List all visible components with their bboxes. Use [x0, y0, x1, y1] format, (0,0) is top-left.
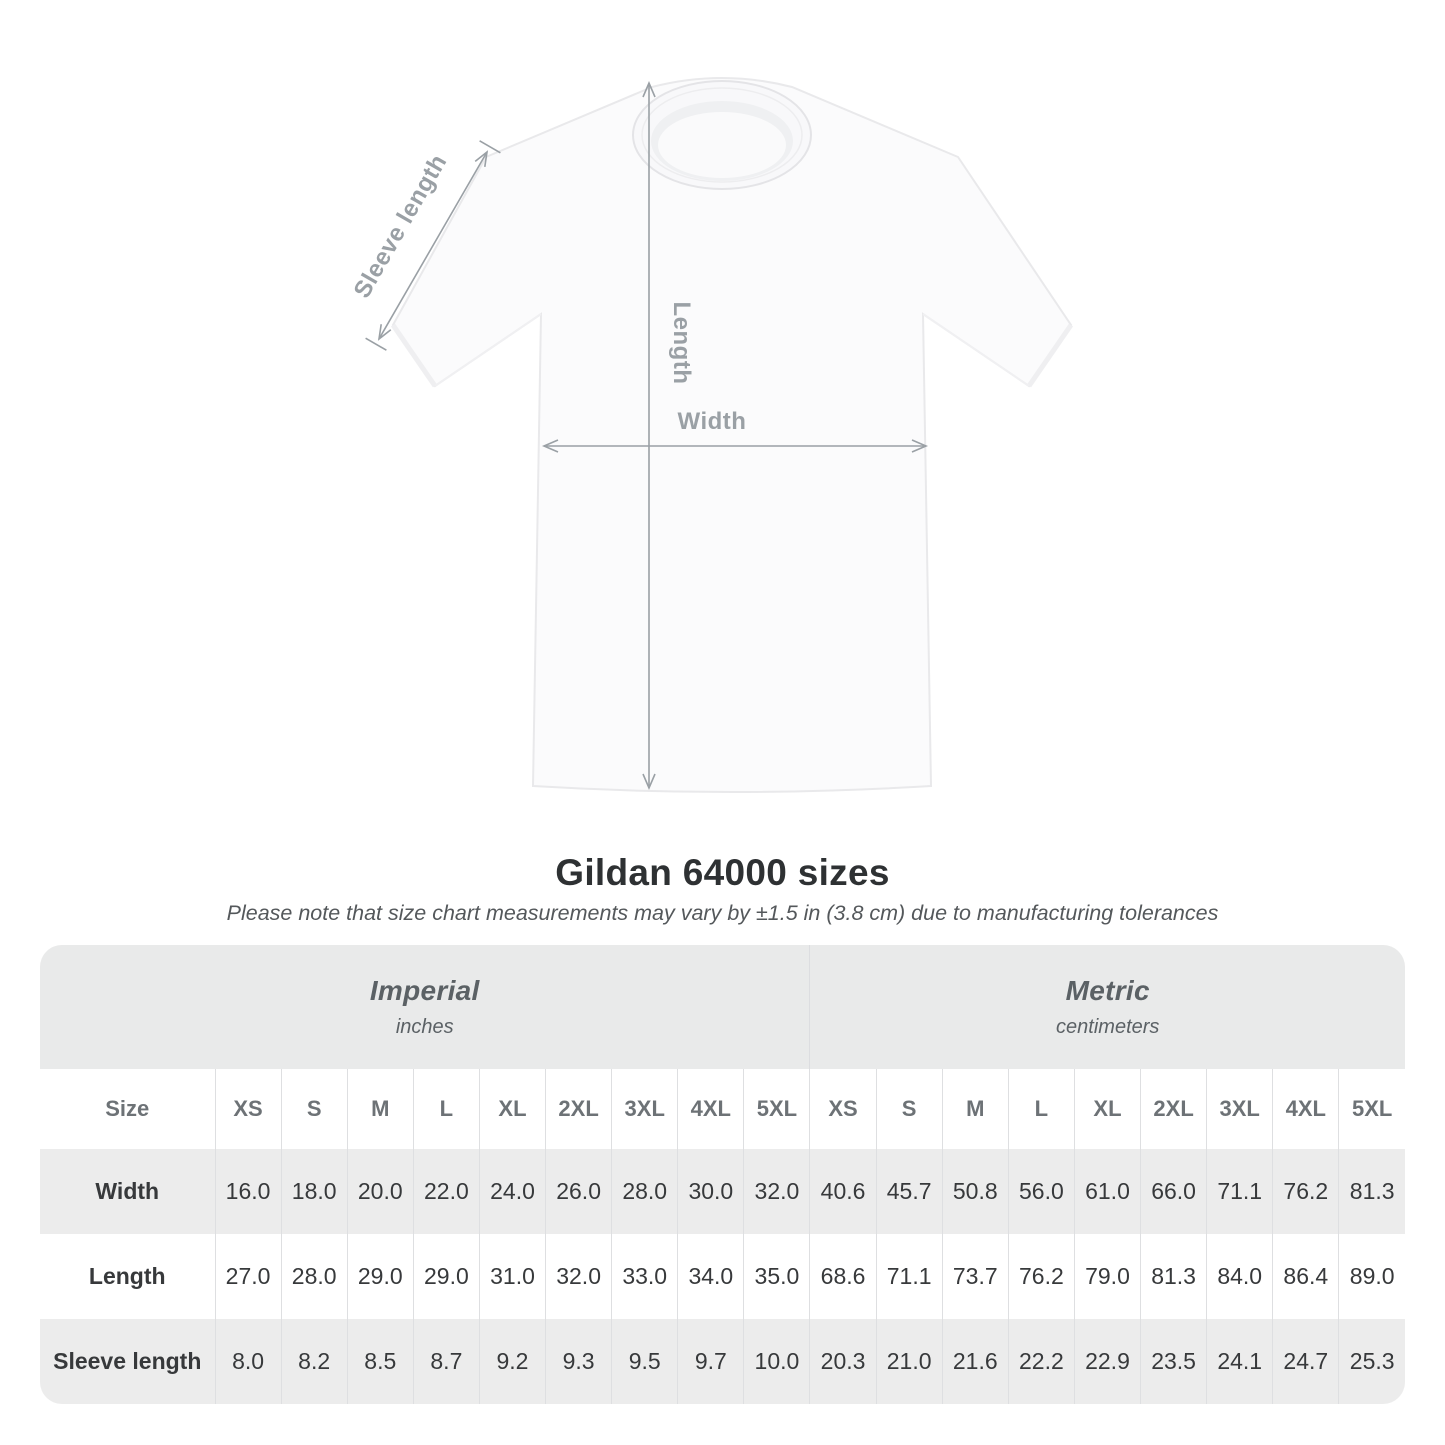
- table-cell: 16.0: [214, 1149, 282, 1234]
- table-cell: 10.0: [743, 1319, 810, 1404]
- width-label: Width: [678, 408, 747, 435]
- size-label: Size: [105, 1096, 150, 1121]
- table-cell: 21.6: [941, 1319, 1009, 1404]
- tolerance-note: Please note that size chart measurements…: [226, 901, 1219, 925]
- size-header: L: [412, 1069, 480, 1149]
- page-title: Gildan 64000 sizes: [555, 852, 890, 893]
- length-row: Length 27.0 28.0 29.0 29.0 31.0 32.0 33.…: [40, 1234, 1405, 1319]
- table-cell: 81.3: [1140, 1234, 1207, 1319]
- row-label-width: Width: [95, 1178, 160, 1204]
- size-header: 3XL: [1206, 1069, 1273, 1149]
- table-cell: 76.2: [1007, 1234, 1075, 1319]
- table-cell: 73.7: [941, 1234, 1009, 1319]
- table-cell: 9.3: [545, 1319, 612, 1404]
- table-cell: 21.0: [875, 1319, 943, 1404]
- table-cell: 66.0: [1140, 1149, 1207, 1234]
- table-cell: 8.0: [214, 1319, 282, 1404]
- table-cell: 86.4: [1272, 1234, 1339, 1319]
- table-cell: 8.2: [280, 1319, 348, 1404]
- table-cell: 28.0: [611, 1149, 678, 1234]
- size-header: L: [1007, 1069, 1075, 1149]
- size-header-row: Size XS S M L XL 2XL 3XL 4XL 5XL XS S M …: [40, 1069, 1405, 1149]
- table-cell: 22.0: [412, 1149, 480, 1234]
- table-cell: 26.0: [545, 1149, 612, 1234]
- table-cell: 24.1: [1206, 1319, 1273, 1404]
- table-cell: 29.0: [412, 1234, 480, 1319]
- table-cell: 84.0: [1206, 1234, 1273, 1319]
- table-cell: 24.7: [1272, 1319, 1339, 1404]
- table-cell: 34.0: [677, 1234, 744, 1319]
- table-cell: 20.3: [809, 1319, 877, 1404]
- size-header: 5XL: [1338, 1069, 1405, 1149]
- table-cell: 9.2: [478, 1319, 546, 1404]
- table-cell: 89.0: [1338, 1234, 1405, 1319]
- table-cell: 81.3: [1338, 1149, 1405, 1234]
- collar-stitch: [641, 87, 803, 183]
- size-header: XL: [478, 1069, 546, 1149]
- table-cell: 76.2: [1272, 1149, 1339, 1234]
- size-header: S: [875, 1069, 943, 1149]
- imperial-header: Imperial inches: [40, 945, 810, 1069]
- collar-inner: [658, 112, 786, 178]
- imperial-title: Imperial: [369, 975, 480, 1006]
- size-header: 2XL: [545, 1069, 612, 1149]
- table-cell: 61.0: [1073, 1149, 1141, 1234]
- metric-title: Metric: [1065, 975, 1150, 1006]
- length-arrow: Length: [642, 80, 695, 791]
- tshirt-graphic: [390, 77, 1074, 793]
- size-header: 4XL: [677, 1069, 744, 1149]
- sleeve-length-row: Sleeve length 8.0 8.2 8.5 8.7 9.2 9.3 9.…: [40, 1319, 1405, 1404]
- width-arrow: Width: [541, 408, 929, 453]
- metric-header: Metric centimeters: [809, 945, 1405, 1069]
- table-cell: 56.0: [1007, 1149, 1075, 1234]
- table-cell: 24.0: [478, 1149, 546, 1234]
- size-header: 4XL: [1272, 1069, 1339, 1149]
- table-cell: 9.7: [677, 1319, 744, 1404]
- width-row: Width 16.0 18.0 20.0 22.0 24.0 26.0 28.0…: [40, 1149, 1405, 1234]
- table-cell: 32.0: [743, 1149, 810, 1234]
- table-cell: 31.0: [478, 1234, 546, 1319]
- table-cell: 29.0: [346, 1234, 414, 1319]
- table-cell: 23.5: [1140, 1319, 1207, 1404]
- size-header: 5XL: [743, 1069, 810, 1149]
- row-label-sleeve-length: Sleeve length: [53, 1348, 202, 1374]
- table-cell: 27.0: [214, 1234, 282, 1319]
- metric-unit: centimeters: [1056, 1016, 1160, 1038]
- table-cell: 25.3: [1338, 1319, 1405, 1404]
- table-cell: 32.0: [545, 1234, 612, 1319]
- table-cell: 30.0: [677, 1149, 744, 1234]
- row-label-length: Length: [88, 1263, 166, 1289]
- table-cell: 22.9: [1073, 1319, 1141, 1404]
- size-header: XS: [214, 1069, 282, 1149]
- table-cell: 71.1: [875, 1234, 943, 1319]
- table-cell: 45.7: [875, 1149, 943, 1234]
- table-cell: 28.0: [280, 1234, 348, 1319]
- table-cell: 33.0: [611, 1234, 678, 1319]
- table-cell: 18.0: [280, 1149, 348, 1234]
- unit-header-row: Imperial inches Metric centimeters: [40, 945, 1405, 1069]
- table-cell: 20.0: [346, 1149, 414, 1234]
- length-label: Length: [668, 302, 695, 385]
- size-header: S: [280, 1069, 348, 1149]
- table-cell: 79.0: [1073, 1234, 1141, 1319]
- size-header: 3XL: [611, 1069, 678, 1149]
- table-cell: 8.5: [346, 1319, 414, 1404]
- size-header: XL: [1073, 1069, 1141, 1149]
- tshirt-measurement-diagram: Length Width Sleeve length: [349, 77, 1074, 793]
- imperial-unit: inches: [395, 1016, 454, 1038]
- table-cell: 50.8: [941, 1149, 1009, 1234]
- size-table: Imperial inches Metric centimeters Size …: [40, 945, 1405, 1404]
- size-header: 2XL: [1140, 1069, 1207, 1149]
- table-cell: 68.6: [809, 1234, 877, 1319]
- size-header: M: [941, 1069, 1009, 1149]
- size-header: M: [346, 1069, 414, 1149]
- size-header: XS: [809, 1069, 877, 1149]
- table-cell: 40.6: [809, 1149, 877, 1234]
- table-cell: 71.1: [1206, 1149, 1273, 1234]
- table-cell: 35.0: [743, 1234, 810, 1319]
- table-cell: 9.5: [611, 1319, 678, 1404]
- table-cell: 8.7: [412, 1319, 480, 1404]
- table-cell: 22.2: [1007, 1319, 1075, 1404]
